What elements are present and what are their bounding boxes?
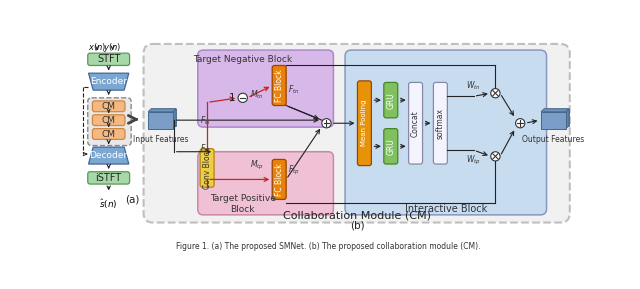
Text: CM: CM	[102, 102, 116, 111]
Text: $W_{tn}$: $W_{tn}$	[467, 79, 481, 92]
FancyBboxPatch shape	[272, 66, 286, 105]
Circle shape	[491, 89, 500, 98]
Text: Encoder: Encoder	[90, 77, 127, 86]
Text: Output Features: Output Features	[522, 135, 585, 144]
Text: iSTFT: iSTFT	[95, 173, 122, 183]
Text: $F_{tn}$: $F_{tn}$	[288, 84, 300, 96]
FancyBboxPatch shape	[88, 172, 129, 184]
Text: $F_{tp}$: $F_{tp}$	[288, 164, 300, 177]
Text: $F_{in}$: $F_{in}$	[200, 142, 211, 155]
FancyBboxPatch shape	[433, 82, 447, 164]
Text: $F_{in}$: $F_{in}$	[200, 115, 211, 127]
Circle shape	[516, 118, 525, 128]
Polygon shape	[88, 147, 129, 164]
FancyBboxPatch shape	[88, 98, 131, 146]
FancyBboxPatch shape	[345, 50, 547, 215]
Text: 1: 1	[228, 93, 236, 103]
Polygon shape	[173, 109, 176, 129]
FancyBboxPatch shape	[88, 53, 129, 66]
Text: softmax: softmax	[436, 108, 445, 139]
Text: CM: CM	[102, 129, 116, 138]
FancyBboxPatch shape	[92, 129, 125, 139]
FancyBboxPatch shape	[408, 82, 422, 164]
Text: CM: CM	[102, 116, 116, 125]
FancyBboxPatch shape	[198, 50, 333, 127]
FancyBboxPatch shape	[92, 115, 125, 125]
Circle shape	[491, 152, 500, 161]
Text: Target Negative Block: Target Negative Block	[193, 55, 292, 64]
Text: GRU: GRU	[387, 138, 396, 155]
Text: Mean Pooling: Mean Pooling	[362, 100, 367, 147]
Text: $W_{tp}$: $W_{tp}$	[467, 154, 481, 167]
Polygon shape	[148, 112, 173, 129]
Text: Conv Block: Conv Block	[203, 147, 212, 189]
Polygon shape	[148, 109, 176, 112]
Text: Concat: Concat	[411, 110, 420, 137]
Polygon shape	[541, 112, 566, 129]
FancyBboxPatch shape	[272, 160, 286, 199]
Polygon shape	[544, 109, 569, 125]
FancyBboxPatch shape	[198, 152, 333, 215]
Text: $y(n)$: $y(n)$	[104, 41, 122, 54]
FancyBboxPatch shape	[92, 101, 125, 112]
Polygon shape	[541, 109, 569, 112]
Text: FC Block: FC Block	[275, 69, 284, 102]
Text: (a): (a)	[125, 194, 140, 204]
FancyBboxPatch shape	[358, 81, 371, 166]
Text: $M_{tp}$: $M_{tp}$	[250, 159, 264, 172]
Text: $M_{tn}$: $M_{tn}$	[250, 88, 264, 101]
FancyBboxPatch shape	[384, 82, 397, 118]
FancyBboxPatch shape	[384, 129, 397, 164]
Text: (b): (b)	[350, 221, 365, 231]
Circle shape	[238, 93, 248, 102]
Text: $\hat{s}(n)$: $\hat{s}(n)$	[99, 197, 118, 211]
Text: Interactive Block: Interactive Block	[404, 204, 487, 214]
Text: Target Positive
Block: Target Positive Block	[210, 194, 276, 214]
Circle shape	[322, 118, 331, 128]
Text: Figure 1. (a) The proposed SMNet. (b) The proposed collaboration module (CM).: Figure 1. (a) The proposed SMNet. (b) Th…	[176, 242, 480, 251]
Polygon shape	[151, 109, 176, 125]
Text: Input Features: Input Features	[133, 135, 188, 144]
FancyBboxPatch shape	[200, 149, 214, 187]
FancyBboxPatch shape	[143, 44, 570, 223]
Text: Collaboration Module (CM): Collaboration Module (CM)	[284, 211, 431, 221]
Polygon shape	[566, 109, 569, 129]
Text: GRU: GRU	[387, 92, 396, 108]
Polygon shape	[88, 73, 129, 90]
Text: FC Block: FC Block	[275, 163, 284, 196]
Text: $x(n)$: $x(n)$	[88, 41, 106, 53]
Text: Decoder: Decoder	[90, 151, 128, 160]
Text: STFT: STFT	[97, 54, 120, 64]
